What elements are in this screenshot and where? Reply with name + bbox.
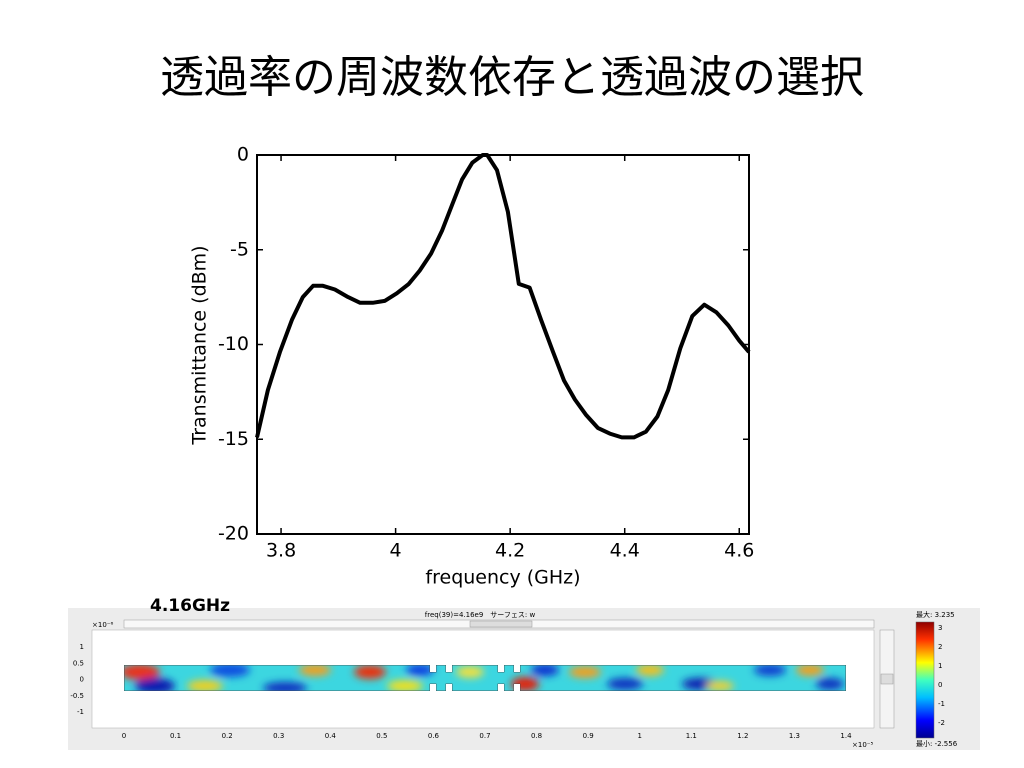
y-scale: ×10⁻⁶ [92, 621, 113, 629]
field-strip [124, 665, 846, 691]
x-tick-label: 4.2 [495, 540, 525, 562]
colorbar-min: 最小: -2.556 [916, 739, 958, 748]
scroll-thumb[interactable] [469, 620, 533, 628]
x-scale: ×10⁻⁵ [852, 741, 873, 749]
frequency-label: 4.16GHz [150, 596, 230, 616]
panel-x-tick-label: 0.2 [222, 732, 233, 740]
panel-x-tick-label: 1 [637, 732, 641, 740]
panel-x-tick-label: 0.1 [170, 732, 181, 740]
y-tick-label: -5 [230, 238, 249, 260]
panel-y-tick-label: -1 [77, 708, 84, 716]
x-tick-label: 4.6 [724, 540, 754, 562]
slide-title: 透過率の周波数依存と透過波の選択 [160, 52, 864, 103]
colorbar-tick-label: 1 [938, 662, 942, 670]
panel-x-tick-label: 0 [122, 732, 126, 740]
colorbar-tick-label: 2 [938, 643, 942, 651]
x-tick-label: 4 [390, 540, 402, 562]
colorbar-tick-label: 0 [938, 681, 942, 689]
panel-x-tick-label: 0.4 [325, 732, 337, 740]
y-tick-label: 0 [237, 144, 249, 166]
y-tick-label: -20 [218, 523, 249, 545]
x-tick-label: 3.8 [266, 540, 296, 562]
panel-y-tick-label: -0.5 [70, 692, 84, 700]
panel-x-tick-label: 0.8 [531, 732, 542, 740]
panel-x-tick-label: 1.3 [789, 732, 800, 740]
panel-x-tick-label: 0.5 [376, 732, 387, 740]
panel-y-tick-label: 0 [80, 676, 84, 684]
colorbar [915, 621, 935, 739]
panel-x-tick-label: 0.3 [273, 732, 284, 740]
y-tick-label: -10 [218, 333, 249, 355]
panel-x-tick-label: 1.1 [686, 732, 697, 740]
panel-x-tick-label: 1.2 [737, 732, 748, 740]
v-scroll-thumb[interactable] [880, 673, 894, 685]
x-tick-label: 4.4 [610, 540, 640, 562]
colorbar-tick-label: 3 [938, 624, 942, 632]
panel-x-tick-label: 0.9 [583, 732, 594, 740]
colorbar-max: 最大: 3.235 [916, 610, 955, 619]
panel-x-tick-label: 1.4 [840, 732, 852, 740]
x-axis-label: frequency (GHz) [425, 567, 580, 589]
y-tick-label: -15 [218, 428, 249, 450]
colorbar-tick-label: -1 [938, 700, 945, 708]
panel-y-tick-label: 1 [80, 643, 84, 651]
data-line [255, 153, 751, 440]
panel-y-tick-label: 0.5 [73, 659, 84, 667]
colorbar-tick-label: -2 [938, 719, 945, 727]
panel-header: freq(39)=4.16e9 サーフェス: w [425, 611, 536, 619]
y-axis-label: Transmittance (dBm) [189, 245, 211, 445]
simulation-panel: 4.16GHz freq(39)=4.16e9 サーフェス: w ×10⁻⁶ ×… [68, 596, 980, 750]
panel-x-tick-label: 0.6 [428, 732, 440, 740]
panel-x-tick-label: 0.7 [479, 732, 490, 740]
plot-frame [256, 154, 750, 535]
